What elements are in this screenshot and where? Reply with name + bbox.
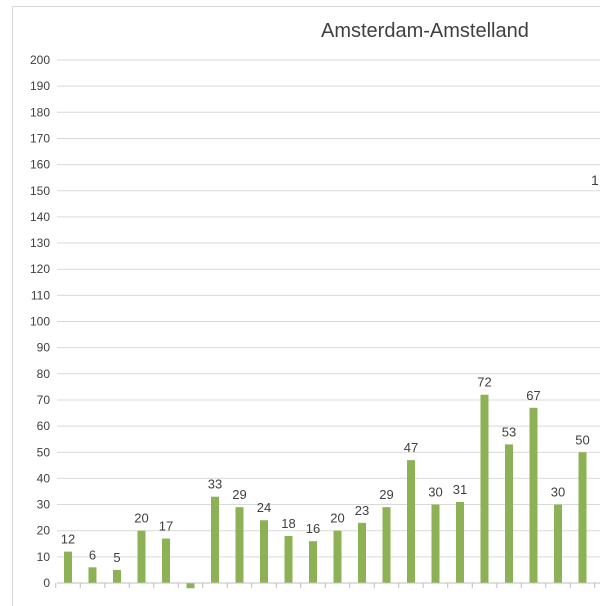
data-label: 29 xyxy=(379,487,393,502)
y-tick-label: 90 xyxy=(37,341,51,355)
data-label: 29 xyxy=(232,487,246,502)
data-label: 53 xyxy=(502,424,516,439)
data-label: 72 xyxy=(477,375,491,390)
data-label: 12 xyxy=(61,532,75,547)
y-tick-label: 130 xyxy=(30,236,50,250)
bar xyxy=(358,522,366,583)
bar xyxy=(137,530,146,583)
bar xyxy=(88,567,97,583)
clipped-data-label: 1 xyxy=(591,172,599,188)
y-axis-ticks: 0 10 20 30 40 50 60 70 80 90 100 110 120 130 140 150 160… xyxy=(30,53,50,590)
data-label: 30 xyxy=(551,485,565,500)
y-tick-label: 150 xyxy=(30,184,50,198)
data-label: 16 xyxy=(306,521,320,536)
bars xyxy=(64,394,587,589)
y-tick-label: 10 xyxy=(37,550,51,564)
bar xyxy=(407,460,415,583)
bar xyxy=(505,444,513,583)
y-tick-label: 40 xyxy=(37,471,51,485)
data-label: 6 xyxy=(89,547,96,562)
data-label: 30 xyxy=(428,485,442,500)
bar xyxy=(260,520,268,583)
data-label: 50 xyxy=(575,432,589,447)
y-tick-label: 60 xyxy=(37,419,51,433)
chart-area-border xyxy=(12,6,600,606)
data-label: 20 xyxy=(134,511,148,526)
y-tick-label: 140 xyxy=(30,210,50,224)
y-tick-label: 110 xyxy=(31,288,50,302)
gridlines xyxy=(57,59,600,558)
chart-title: Amsterdam-Amstelland xyxy=(321,20,529,42)
bar xyxy=(431,504,440,583)
data-label: 31 xyxy=(453,482,467,497)
bar xyxy=(64,551,72,583)
y-tick-label: 160 xyxy=(30,158,50,172)
bar xyxy=(284,535,293,583)
y-tick-label: 200 xyxy=(30,53,50,67)
bar xyxy=(554,504,562,583)
y-tick-label: 100 xyxy=(30,315,50,329)
bar xyxy=(333,530,342,583)
data-label: 67 xyxy=(526,388,540,403)
y-tick-label: 170 xyxy=(30,131,50,145)
chart-frame: Amsterdam-Amstelland 1 0 10 20 30 40 50 60 70 80… xyxy=(12,6,600,606)
data-label: 24 xyxy=(257,500,271,515)
bar xyxy=(309,541,317,583)
bar-chart: 0102030405060708090100110120130140150160… xyxy=(30,53,600,590)
y-tick-label: 80 xyxy=(37,367,51,381)
bar xyxy=(162,538,170,583)
y-tick-label: 0 xyxy=(43,576,50,590)
bar xyxy=(578,452,587,583)
bar xyxy=(456,501,464,583)
y-tick-label: 70 xyxy=(37,393,51,407)
bar xyxy=(186,583,195,589)
y-tick-label: 50 xyxy=(37,445,51,459)
x-axis xyxy=(55,582,600,588)
bar xyxy=(113,569,121,583)
y-tick-label: 20 xyxy=(37,524,51,538)
bar xyxy=(529,407,538,583)
data-label: 17 xyxy=(159,519,173,534)
y-tick-label: 190 xyxy=(30,79,50,93)
y-tick-label: 30 xyxy=(37,498,51,512)
y-tick-label: 120 xyxy=(30,262,50,276)
data-label: 18 xyxy=(281,516,295,531)
bar xyxy=(382,507,391,583)
bar xyxy=(480,394,489,583)
data-label: 20 xyxy=(330,511,344,526)
y-tick-label: 180 xyxy=(30,105,50,119)
data-label: 23 xyxy=(355,503,369,518)
bar xyxy=(235,507,244,583)
data-label: 5 xyxy=(113,550,120,565)
data-label: 47 xyxy=(404,440,418,455)
data-label: 33 xyxy=(208,477,222,492)
data-labels: 12 6 5 20 17 33 29 24 18 16 20 23 29 47 30 31 72 53 67 30 50 xyxy=(61,375,590,565)
bar xyxy=(211,496,219,583)
